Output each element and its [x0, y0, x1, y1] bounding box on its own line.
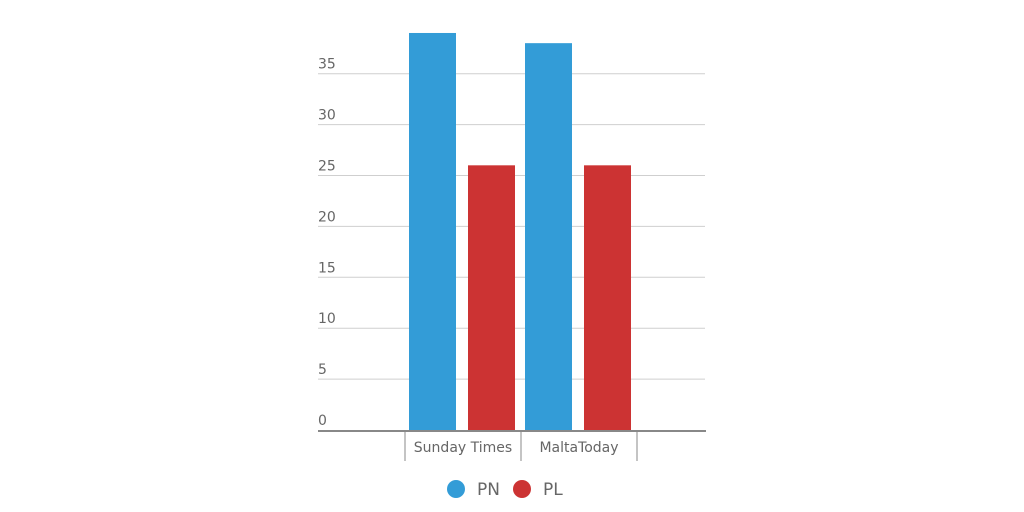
y-tick-label: 20 [318, 209, 336, 225]
y-tick-label: 5 [318, 362, 327, 378]
legend-marker-pn[interactable] [447, 480, 465, 498]
legend-label-pn[interactable]: PN [477, 480, 500, 500]
y-tick-label: 15 [318, 260, 336, 276]
legend-marker-pl[interactable] [513, 480, 531, 498]
bar-pn[interactable] [409, 32, 456, 430]
bar-pl[interactable] [468, 165, 515, 430]
legend-label-pl[interactable]: PL [543, 480, 563, 500]
y-tick-label: 0 [318, 413, 327, 429]
bar-pn[interactable] [525, 43, 572, 430]
y-tick-label: 35 [318, 57, 336, 73]
x-category-label: Sunday Times [414, 440, 512, 456]
x-category-label: MaltaToday [539, 440, 618, 456]
y-tick-label: 30 [318, 108, 336, 124]
y-tick-label: 25 [318, 159, 336, 175]
bar-pl[interactable] [584, 165, 631, 430]
y-tick-label: 10 [318, 311, 336, 327]
